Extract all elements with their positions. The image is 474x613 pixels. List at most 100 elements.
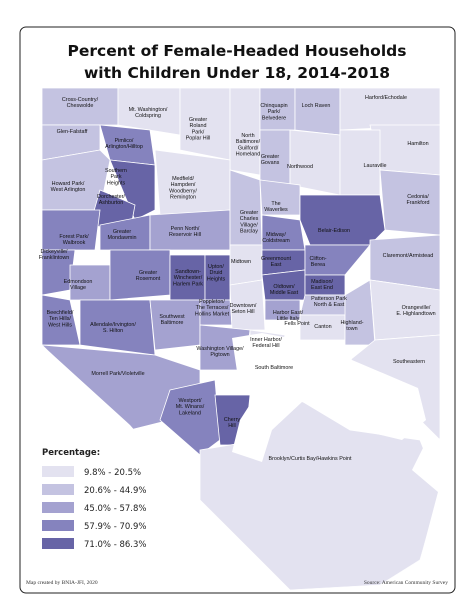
label-line: Hamilton	[407, 141, 428, 147]
neighborhood-label: Greater Rosemont	[136, 270, 161, 282]
label-line: Brooklyn/Curtis Bay/Hawkins Point	[269, 456, 352, 462]
neighborhood-label: Inner Harbor/Federal Hill	[250, 337, 282, 349]
label-line: Hollins Market	[195, 311, 230, 317]
label-line: Druid	[210, 270, 223, 276]
neighborhood-label: Mt. Washington/Coldspring	[129, 107, 168, 119]
label-line: Remington	[170, 195, 196, 201]
label-line: Pigtown	[210, 352, 229, 358]
neighborhood-area	[42, 149, 111, 211]
label-line: Cedonia/	[407, 194, 429, 200]
label-line: Little Italy	[277, 316, 300, 322]
neighborhood-area	[294, 88, 341, 136]
legend-swatch	[42, 484, 74, 495]
neighborhood-label: Washington Village/Pigtown	[196, 346, 244, 358]
label-line: Upton/	[208, 264, 224, 270]
neighborhood-label: Penn North/Reservoir Hill	[169, 226, 201, 238]
neighborhood-label: Greater Charles Village/Barclay	[240, 210, 259, 235]
legend-swatch	[42, 466, 74, 477]
legend: 9.8% - 20.5% 20.6% - 44.9% 45.0% - 57.8% 57…	[42, 466, 146, 550]
neighborhood-label: Highland-town	[340, 320, 363, 332]
neighborhood-label: Midway/Coldstream	[262, 232, 290, 244]
neighborhood-label: Greater Mondawmin	[107, 229, 136, 241]
label-line: S. Hilton	[103, 328, 123, 334]
neighborhood-label: Dorchester/Ashburton	[97, 194, 125, 206]
legend-title: Percentage:	[42, 448, 100, 458]
label-line: Patterson Park	[311, 296, 347, 302]
label-line: Dorchester/	[97, 194, 125, 200]
label-line: Glen-Falstaff	[57, 129, 88, 135]
neighborhood-label: Chinquapin Park/Belvedere	[260, 103, 287, 121]
neighborhood-area	[339, 88, 440, 131]
label-line: Federal Hill	[252, 343, 279, 349]
label-line: town	[346, 326, 357, 332]
neighborhood-label: Midtown	[231, 259, 251, 265]
label-line: Beechfield/	[47, 310, 74, 316]
label-line: Downtown/	[230, 303, 257, 309]
label-line: Govans	[261, 160, 280, 166]
label-line: Ten Hills/	[49, 316, 71, 322]
label-line: Orangeville/	[402, 305, 431, 311]
label-line: Park/	[268, 109, 281, 115]
label-line: Arlington/Hilltop	[105, 144, 143, 150]
label-line: Baltimore	[161, 320, 184, 326]
label-line: Mt. Washington/	[129, 107, 168, 113]
legend-label: 71.0% - 86.3%	[84, 540, 146, 550]
neighborhood-label: Downtown/Seton Hill	[230, 303, 257, 315]
neighborhood-label: Cross-Country/Cheswolde	[62, 97, 99, 109]
neighborhood-area	[229, 279, 266, 331]
neighborhood-label: Belair-Edison	[318, 228, 350, 234]
neighborhood-label: Upton/Druid Heights	[207, 264, 226, 282]
label-line: North	[241, 133, 254, 139]
label-line: Lakeland	[179, 410, 201, 416]
neighborhood-label: Sandtown-Winchester/Harlem Park	[173, 269, 203, 287]
label-line: North & East	[314, 302, 345, 308]
neighborhood-label: Brooklyn/Curtis Bay/Hawkins Point	[269, 456, 352, 462]
label-line: Sandtown-	[175, 269, 201, 275]
neighborhood-area	[42, 209, 101, 251]
label-line: Fells Point	[284, 321, 310, 327]
label-line: Southwest	[159, 314, 185, 320]
label-line: Madison/	[311, 279, 333, 285]
label-line: Homeland	[236, 152, 261, 158]
harbor-water	[232, 333, 426, 462]
legend-label: 20.6% - 44.9%	[84, 486, 146, 496]
neighborhood-label: Harbor East/Little Italy	[273, 310, 304, 322]
label-line: Greenmount	[261, 256, 291, 262]
label-line: Oldtown/	[273, 284, 295, 290]
label-line: E. Highlandtown	[396, 311, 435, 317]
map-labels: Cross-Country/Cheswolde Mt. Washington/Co…	[39, 95, 436, 462]
label-line: Penn North/	[171, 226, 200, 232]
label-line: West Hills	[48, 322, 72, 328]
label-line: Greater	[240, 210, 258, 216]
neighborhood-label: Claremont/Armistead	[383, 253, 434, 259]
neighborhood-label: Glen-Falstaff	[57, 129, 88, 135]
label-line: Cherry	[224, 417, 240, 423]
neighborhood-label: Lauraville	[363, 163, 386, 169]
neighborhood-label: Cherry Hill	[224, 417, 240, 429]
label-line: South Baltimore	[255, 365, 293, 371]
label-line: Midtown	[231, 259, 251, 265]
label-line: Hampden/	[171, 182, 196, 188]
label-line: Belvedere	[262, 115, 286, 121]
label-line: Inner Harbor/	[250, 337, 282, 343]
neighborhood-area	[159, 379, 221, 456]
label-line: Winchester/	[174, 275, 203, 281]
label-line: Midway/	[266, 232, 286, 238]
credit: Map created by BNIA-JFI, 2020	[26, 580, 98, 586]
neighborhood-label: Southeastern	[393, 359, 425, 365]
neighborhood-label: North Baltimore/Guilford/Homeland	[236, 133, 261, 158]
label-line: Clifton-	[309, 256, 326, 262]
label-line: Cheswolde	[67, 103, 94, 109]
neighborhood-label: Greater Govans	[261, 154, 280, 166]
label-line: Baltimore/	[236, 139, 261, 145]
label-line: Woodberry/	[169, 188, 197, 194]
label-line: Lauraville	[363, 163, 386, 169]
neighborhood-label: Clifton-Berea	[309, 256, 326, 268]
legend-swatch	[42, 520, 74, 531]
label-line: Cross-Country/	[62, 97, 99, 103]
label-line: Highland-	[340, 320, 363, 326]
title-line: with Children Under 18, 2014-2018	[84, 64, 390, 82]
label-line: Washington Village/	[196, 346, 244, 352]
label-line: Franklintown	[39, 255, 70, 261]
